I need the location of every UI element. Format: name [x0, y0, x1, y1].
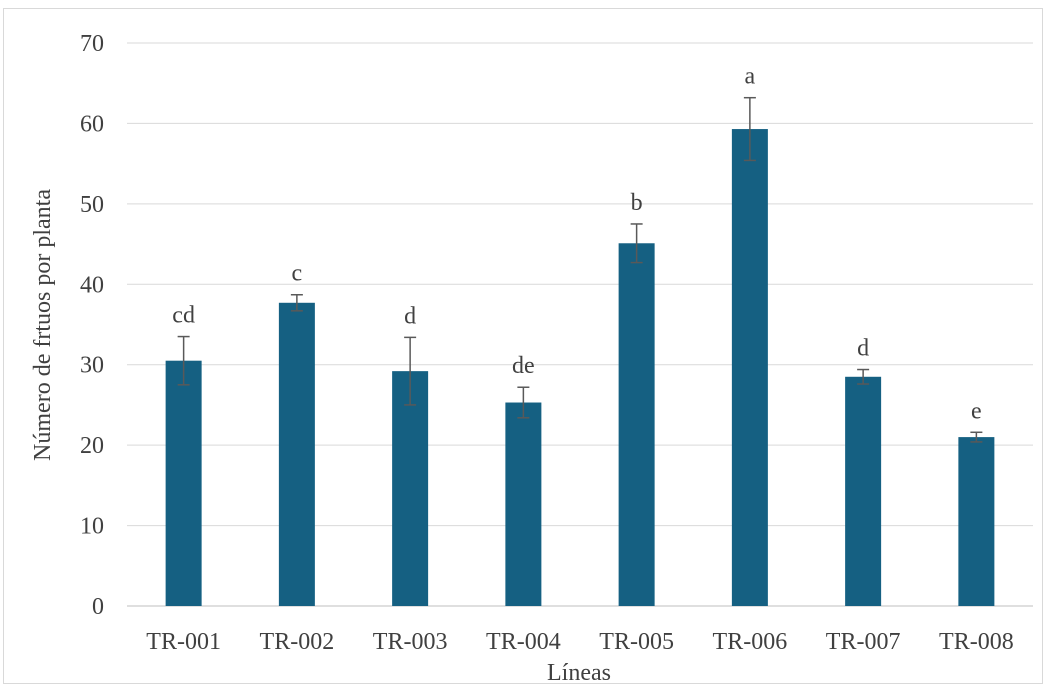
significance-letter: c [292, 261, 303, 287]
error-bar [857, 368, 870, 385]
x-tick-label: TR-001 [146, 629, 221, 655]
y-tick-label: 10 [80, 514, 104, 540]
bar [958, 437, 995, 606]
y-tick-label: 0 [92, 594, 104, 620]
x-tick-label: TR-006 [713, 629, 788, 655]
error-bar [290, 293, 303, 312]
bar [845, 376, 882, 606]
y-tick-label: 50 [80, 192, 104, 218]
significance-letter: b [631, 190, 643, 216]
y-tick-label: 40 [80, 272, 104, 298]
x-tick-label: TR-003 [373, 629, 448, 655]
bar [278, 302, 315, 606]
x-tick-label: TR-002 [260, 629, 335, 655]
bar [505, 402, 542, 606]
bar [392, 371, 429, 606]
error-bar [404, 336, 417, 406]
significance-letter: de [512, 353, 535, 379]
x-tick-label: TR-004 [486, 629, 561, 655]
x-axis-title: Líneas [547, 660, 611, 686]
significance-letter: a [745, 64, 756, 90]
significance-letter: cd [172, 303, 195, 329]
significance-letter: d [404, 303, 416, 329]
error-bar [177, 335, 190, 386]
y-tick-label: 30 [80, 353, 104, 379]
error-bars [177, 96, 983, 443]
significance-letter: e [971, 398, 982, 424]
significance-letter: d [857, 336, 869, 362]
x-tick-label: TR-005 [599, 629, 674, 655]
y-tick-labels: 0 10 20 30 40 50 60 70 [80, 31, 104, 620]
y-tick-label: 60 [80, 111, 104, 137]
bars [165, 129, 995, 606]
y-tick-label: 20 [80, 433, 104, 459]
x-tick-labels: TR-001 TR-002 TR-003 TR-004 TR-005 TR-006 TR-0… [146, 629, 1013, 655]
y-tick-label: 70 [80, 31, 104, 57]
x-tick-label: TR-008 [939, 629, 1014, 655]
y-axis-title: Número de frtuos por planta [30, 189, 56, 461]
gridlines [127, 42, 1033, 607]
error-bar [630, 223, 643, 264]
error-bar [743, 96, 756, 162]
error-bar [517, 386, 530, 419]
error-bar [970, 431, 983, 443]
bar [618, 243, 655, 606]
bar [165, 360, 202, 606]
bar [731, 129, 768, 606]
x-tick-label: TR-007 [826, 629, 901, 655]
